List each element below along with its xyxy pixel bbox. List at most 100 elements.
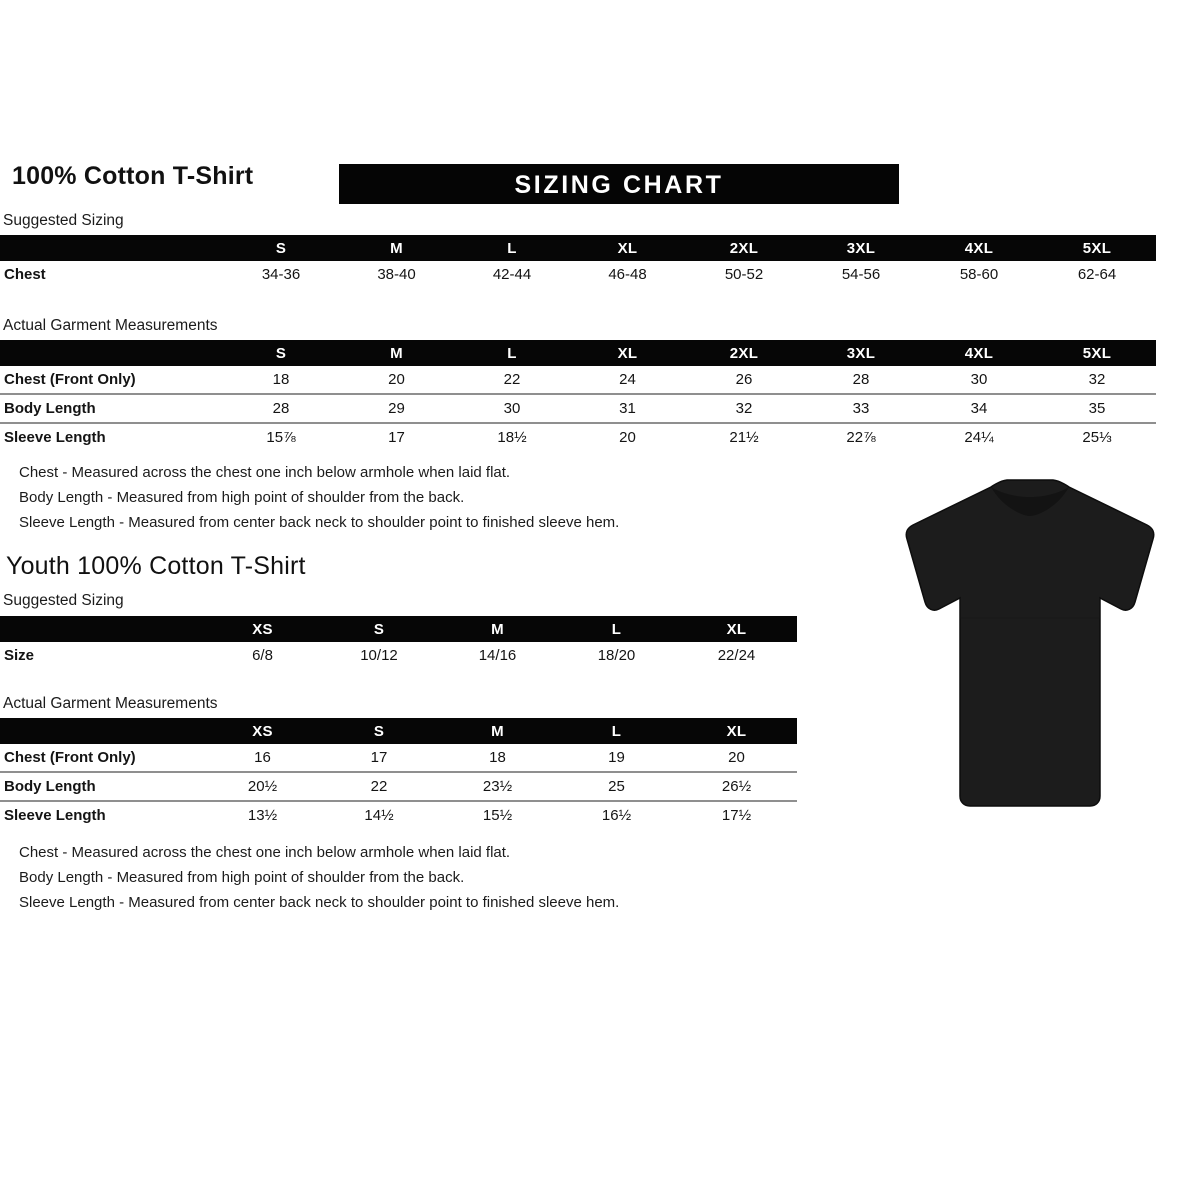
column-header-s: S <box>373 722 385 740</box>
cell: 20 <box>338 366 455 395</box>
cell: 28 <box>802 366 920 395</box>
cell: 22⅞ <box>846 429 876 446</box>
column-header-xl: XL <box>617 344 638 362</box>
note-body-length: Body Length - Measured from high point o… <box>19 489 465 506</box>
cell: 14/16 <box>478 647 517 664</box>
cell: 17 <box>320 744 438 773</box>
cell: 25 <box>557 772 676 802</box>
adult-actual-measurements-table: S M L XL 2XL 3XL 4XL 5XL Chest (Front On… <box>0 340 1156 451</box>
column-header-xs: XS <box>252 620 273 638</box>
cell: 18 <box>438 744 557 773</box>
table-row: Chest (Front Only) 18 20 22 24 26 28 30 … <box>0 366 1156 395</box>
cell: 58-60 <box>959 266 999 283</box>
page-header: 100% Cotton T-Shirt SIZING CHART <box>0 162 1200 208</box>
column-header-xs: XS <box>252 722 273 740</box>
cell: 25⅓ <box>1082 429 1112 446</box>
column-header <box>0 235 224 261</box>
cell: 32 <box>686 394 802 424</box>
cell: 20 <box>676 744 797 773</box>
column-header-xl: XL <box>617 239 638 257</box>
cell: 18 <box>224 366 338 395</box>
sizing-chart-banner-label: SIZING CHART <box>514 171 724 199</box>
column-header-4xl: 4XL <box>964 239 994 257</box>
cell: 17 <box>388 429 405 446</box>
cell: 34 <box>920 394 1038 424</box>
cell: 10/12 <box>360 647 398 664</box>
column-header-l: L <box>611 722 622 740</box>
cell: 22 <box>320 772 438 802</box>
cell: 26 <box>686 366 802 395</box>
cell: 32 <box>1038 366 1156 395</box>
cell: 28 <box>224 394 338 424</box>
cell: 23½ <box>438 772 557 802</box>
cell: 18/20 <box>597 647 636 664</box>
column-header-l: L <box>507 239 517 257</box>
adult-measurement-notes: Chest - Measured across the chest one in… <box>19 460 619 535</box>
cell: 26½ <box>676 772 797 802</box>
table-row: Chest (Front Only) 16 17 18 19 20 <box>0 744 797 773</box>
cell: 20½ <box>205 772 320 802</box>
cell: 17½ <box>721 807 752 824</box>
cell: 6/8 <box>252 647 273 664</box>
cell: 33 <box>802 394 920 424</box>
cell: 30 <box>455 394 569 424</box>
row-label: Sleeve Length <box>4 429 106 446</box>
cell: 21½ <box>729 429 759 446</box>
column-header <box>0 718 205 744</box>
column-header-3xl: 3XL <box>846 239 876 257</box>
youth-suggested-sizing-label: Suggested Sizing <box>3 592 124 609</box>
cell: 22 <box>455 366 569 395</box>
row-label: Sleeve Length <box>4 807 106 824</box>
column-header-4xl: 4XL <box>964 344 994 362</box>
cell: 14½ <box>364 807 394 824</box>
cell: 19 <box>557 744 676 773</box>
column-header-2xl: 2XL <box>729 344 759 362</box>
column-header-5xl: 5XL <box>1082 344 1112 362</box>
row-label: Body Length <box>0 772 205 802</box>
column-header <box>0 616 205 642</box>
youth-actual-measurements-label: Actual Garment Measurements <box>3 695 218 712</box>
row-label: Chest (Front Only) <box>0 366 224 395</box>
cell: 29 <box>338 394 455 424</box>
cell: 22/24 <box>717 647 756 664</box>
table-header-row: S M L XL 2XL 3XL 4XL 5XL <box>0 235 1156 261</box>
column-header-3xl: 3XL <box>846 344 876 362</box>
column-header-xl: XL <box>726 620 747 638</box>
cell: 24¼ <box>964 429 994 446</box>
column-header-s: S <box>275 344 287 362</box>
adult-suggested-sizing-label: Suggested Sizing <box>3 212 124 229</box>
cell: 34-36 <box>261 266 301 283</box>
cell: 54-56 <box>841 266 881 283</box>
cell: 13½ <box>247 807 278 824</box>
black-tshirt-icon <box>905 479 1155 807</box>
cell: 62-64 <box>1077 266 1117 283</box>
cell: 46-48 <box>608 266 647 283</box>
page-title: 100% Cotton T-Shirt <box>12 162 254 190</box>
cell: 20 <box>619 429 636 446</box>
table-row: Sleeve Length 15⅞ 17 18½ 20 21½ 22⅞ 24¼ … <box>0 423 1156 451</box>
table-row: Size 6/8 10/12 14/16 18/20 22/24 <box>0 642 797 669</box>
column-header-m: M <box>491 722 504 740</box>
note-chest: Chest - Measured across the chest one in… <box>19 464 511 481</box>
table-row: Chest 34-36 38-40 42-44 46-48 50-52 54-5… <box>0 261 1156 288</box>
note-sleeve-length: Sleeve Length - Measured from center bac… <box>19 894 620 911</box>
row-label: Size <box>4 647 35 664</box>
cell: 24 <box>569 366 686 395</box>
column-header-s: S <box>275 239 287 257</box>
cell: 35 <box>1038 394 1156 424</box>
column-header <box>0 340 224 366</box>
column-header-m: M <box>390 239 403 257</box>
column-header-xl: XL <box>726 722 747 740</box>
cell: 16½ <box>601 807 632 824</box>
table-row: Body Length 28 29 30 31 32 33 34 35 <box>0 394 1156 424</box>
column-header-5xl: 5XL <box>1082 239 1112 257</box>
cell: 18½ <box>497 429 527 446</box>
youth-measurement-notes: Chest - Measured across the chest one in… <box>19 840 619 915</box>
tshirt-illustration <box>895 478 1165 808</box>
row-label: Chest (Front Only) <box>0 744 205 773</box>
cell: 42-44 <box>492 266 532 283</box>
note-body-length: Body Length - Measured from high point o… <box>19 869 465 886</box>
note-sleeve-length: Sleeve Length - Measured from center bac… <box>19 514 620 531</box>
cell: 15⅞ <box>266 429 296 446</box>
